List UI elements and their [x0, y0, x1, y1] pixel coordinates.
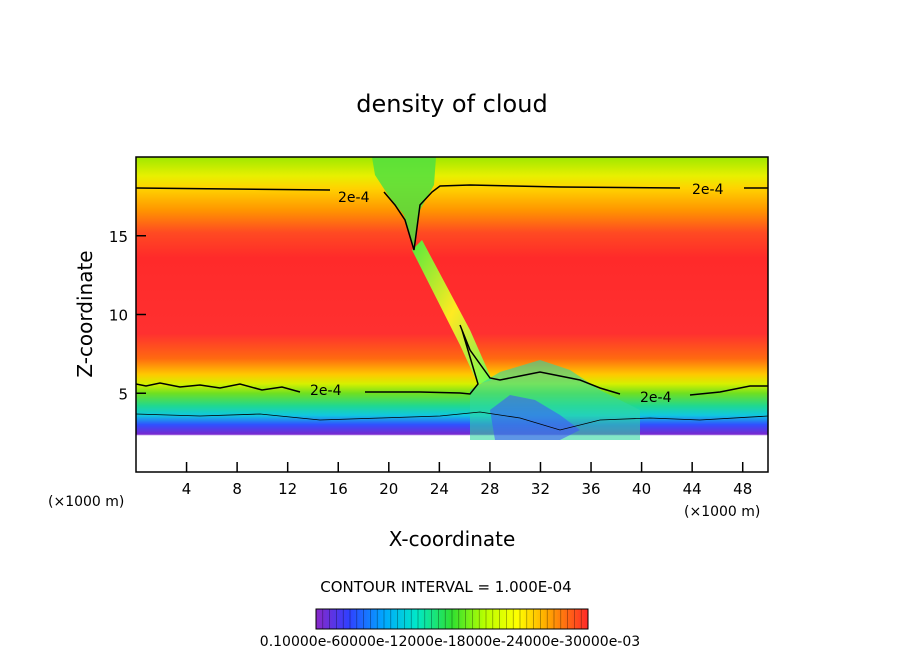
x-tick-label: 4	[182, 480, 192, 498]
colorbar-tick-labels: 0.10000e-60000e-12000e-18000e-24000e-300…	[260, 634, 640, 650]
turbulent-core	[490, 395, 580, 440]
plume-gap	[372, 157, 436, 250]
contour-label: 2e-4	[338, 190, 370, 206]
x-tick-label: 24	[430, 480, 449, 498]
x-tick-label: 16	[329, 480, 348, 498]
contour-label: 2e-4	[640, 390, 672, 406]
plot-area	[136, 157, 768, 472]
colorbar: 0.10000e-60000e-12000e-18000e-24000e-300…	[260, 608, 640, 650]
x-tick-label: 44	[683, 480, 702, 498]
x-tick-label: 48	[733, 480, 752, 498]
contour-interval: CONTOUR INTERVAL = 1.000E-04	[320, 578, 571, 596]
x-tick-label: 20	[379, 480, 398, 498]
contour-lower	[136, 324, 768, 396]
contour-label: 2e-4	[692, 182, 724, 198]
contour-thin	[136, 411, 768, 431]
colorbar-frame	[315, 608, 589, 630]
x-tick-label: 40	[632, 480, 651, 498]
y-tick-label: 5	[118, 385, 128, 403]
x-tick-label: 12	[278, 480, 297, 498]
x-unit-left: (×1000 m)	[48, 494, 124, 510]
x-tick-label: 28	[480, 480, 499, 498]
x-tick-label: 32	[531, 480, 550, 498]
x-axis-label: X-coordinate	[389, 527, 516, 551]
x-unit-right: (×1000 m)	[684, 504, 760, 520]
x-tick-label: 36	[581, 480, 600, 498]
contour-upper	[136, 184, 768, 251]
x-axis: 4 8 12 16 20 24 28 32 36 40 44 48	[182, 462, 752, 498]
y-axis: 5 10 15	[109, 228, 146, 403]
diagonal-streak	[412, 240, 492, 384]
y-tick-label: 10	[109, 307, 128, 325]
contour-label: 2e-4	[310, 383, 342, 399]
y-tick-label: 15	[109, 228, 128, 246]
chart-title: density of cloud	[356, 90, 547, 118]
x-tick-label: 8	[232, 480, 242, 498]
y-axis-label: Z-coordinate	[73, 250, 97, 377]
colorbar-divisions	[322, 609, 582, 629]
